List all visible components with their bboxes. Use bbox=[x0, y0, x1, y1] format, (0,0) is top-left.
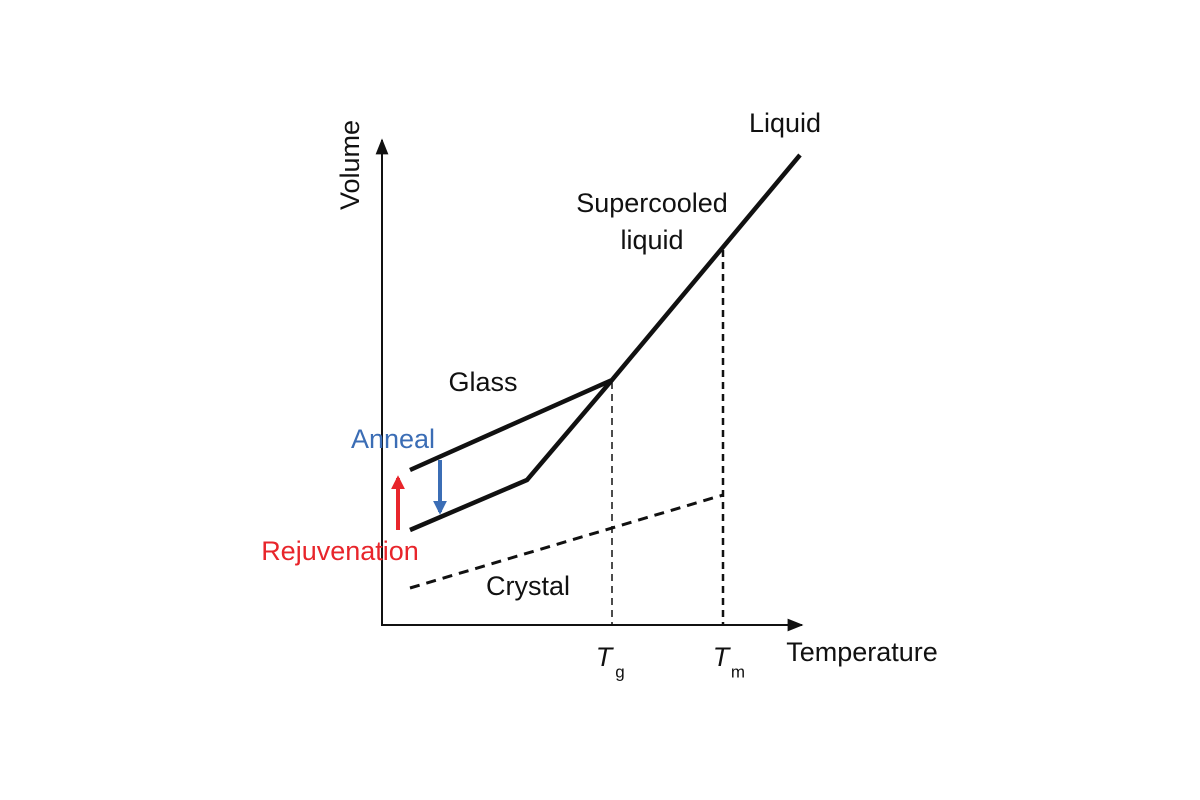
tg-symbol: T bbox=[596, 642, 615, 672]
supercooled-label: liquid bbox=[620, 225, 683, 255]
supercooled-label: Supercooled bbox=[576, 188, 728, 218]
anneal-label: Anneal bbox=[351, 424, 435, 454]
rejuvenation-label: Rejuvenation bbox=[261, 536, 419, 566]
crystal-label: Crystal bbox=[486, 571, 570, 601]
tm-symbol: T bbox=[713, 642, 732, 672]
crystal-line bbox=[409, 493, 724, 590]
y-axis-label: Volume bbox=[335, 120, 365, 210]
glass-label: Glass bbox=[448, 367, 517, 397]
liquid-label: Liquid bbox=[749, 108, 821, 138]
tg-subscript: g bbox=[615, 662, 624, 681]
annealed-glass-line bbox=[409, 378, 614, 533]
x-axis-label: Temperature bbox=[786, 637, 938, 667]
tm-subscript: m bbox=[731, 662, 745, 681]
